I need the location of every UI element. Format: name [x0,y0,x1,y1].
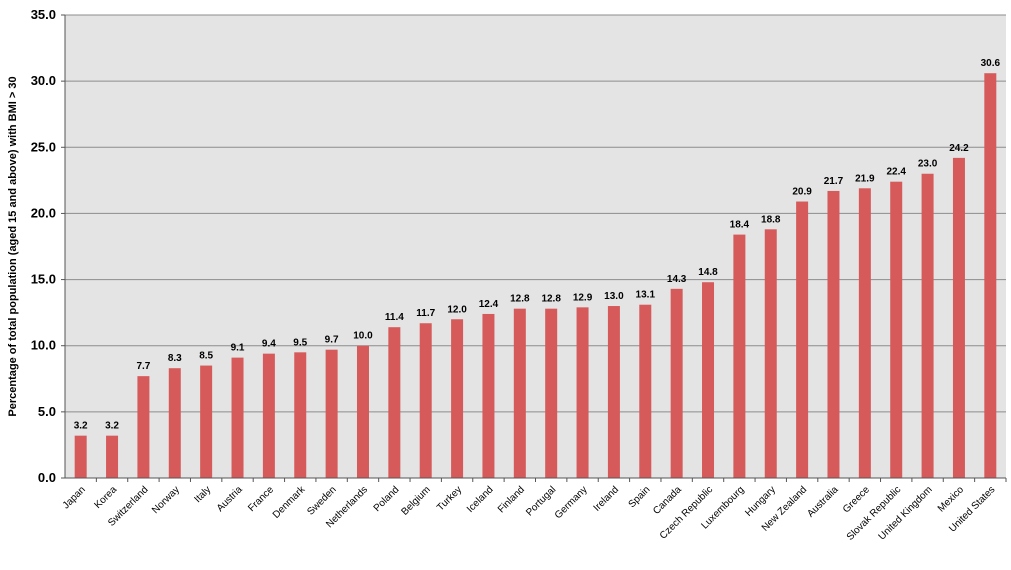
data-label: 13.1 [636,290,656,301]
data-label: 18.4 [730,220,750,231]
data-label: 20.9 [792,187,812,198]
data-label: 8.3 [168,353,182,364]
data-label: 11.4 [385,312,404,323]
bar [858,188,871,478]
data-label: 9.4 [262,339,276,350]
bar [670,288,683,478]
x-tick-label: Mexico [936,484,966,514]
bar [639,304,652,478]
bar [482,313,495,478]
data-label: 7.7 [136,361,150,372]
bar [607,306,620,478]
x-tick-label: Ireland [592,484,621,513]
bar [733,234,746,478]
y-tick-label: 0.0 [38,470,56,485]
data-label: 12.8 [510,294,530,305]
bar [513,308,526,478]
data-label: 11.7 [416,308,435,319]
bar [356,345,369,478]
y-tick-label: 10.0 [31,338,56,353]
bar [74,435,87,478]
y-tick-label: 25.0 [31,139,56,154]
x-tick-label: Greece [841,484,872,515]
data-label: 21.7 [824,176,844,187]
data-label: 14.8 [698,267,718,278]
bar [921,173,934,478]
bars [74,73,997,478]
data-label: 3.2 [74,421,88,432]
bar [231,357,244,478]
x-tick-label: Japan [61,484,88,511]
x-tick-label: United Kingdom [877,484,935,542]
y-tick-label: 20.0 [31,205,56,220]
x-tick-label: France [246,484,276,514]
data-label: 23.0 [918,159,938,170]
x-tick-label: Finland [496,484,527,515]
data-label: 14.3 [667,274,687,285]
data-labels: 3.2 3.2 7.7 8.3 8.5 9.1 9.4 9.5 9.7 10.0 11.4 11.7 1… [74,58,1001,431]
plot-area [65,15,1006,478]
data-label: 9.7 [325,335,339,346]
bar [451,319,464,478]
bar [702,282,715,478]
x-tick-label: Austria [215,484,245,514]
x-tick-label: Denmark [271,484,308,521]
bar [827,190,840,478]
x-tick-label: Italy [193,484,214,505]
bar [576,307,589,478]
bar [294,352,307,478]
bar [796,201,809,478]
data-label: 10.0 [353,331,373,342]
x-tick-label: Norway [150,484,182,516]
bar [106,435,119,478]
bar [137,376,150,478]
x-tick-label: Turkey [435,484,464,513]
x-tick-label: Poland [372,484,402,514]
data-label: 12.9 [573,292,593,303]
bar [984,73,997,478]
x-tick-label: Belgium [400,484,433,517]
bar [764,229,777,478]
bar [952,157,965,478]
data-label: 21.9 [855,173,875,184]
data-label: 12.0 [447,304,467,315]
bar [890,181,903,478]
data-label: 9.1 [231,343,245,354]
bar [200,365,213,478]
data-label: 3.2 [105,421,119,432]
x-tick-label: Slovak Republic [845,484,903,542]
data-label: 22.4 [886,167,906,178]
data-label: 12.4 [479,299,499,310]
bar [168,368,181,478]
bar [545,308,558,478]
y-tick-label: 5.0 [38,404,56,419]
data-label: 8.5 [199,351,213,362]
x-tick-label: Germany [553,484,590,521]
data-label: 12.8 [541,294,561,305]
data-label: 30.6 [981,58,1001,69]
bar [262,353,275,478]
x-tick-label: Australia [805,484,841,520]
x-tick-label: Spain [627,484,653,510]
y-tick-label: 30.0 [31,73,56,88]
data-label: 18.8 [761,214,781,225]
data-label: 9.5 [293,337,307,348]
bar [388,327,401,478]
data-label: 24.2 [949,143,969,154]
x-tick-label: Korea [93,484,120,511]
data-label: 13.0 [604,291,624,302]
bar [325,349,338,478]
y-tick-label: 15.0 [31,272,56,287]
bar [419,323,432,478]
y-tick-label: 35.0 [31,7,56,22]
y-axis-label: Percentage of total population (aged 15 … [7,76,19,416]
x-tick-label: Iceland [465,484,496,515]
